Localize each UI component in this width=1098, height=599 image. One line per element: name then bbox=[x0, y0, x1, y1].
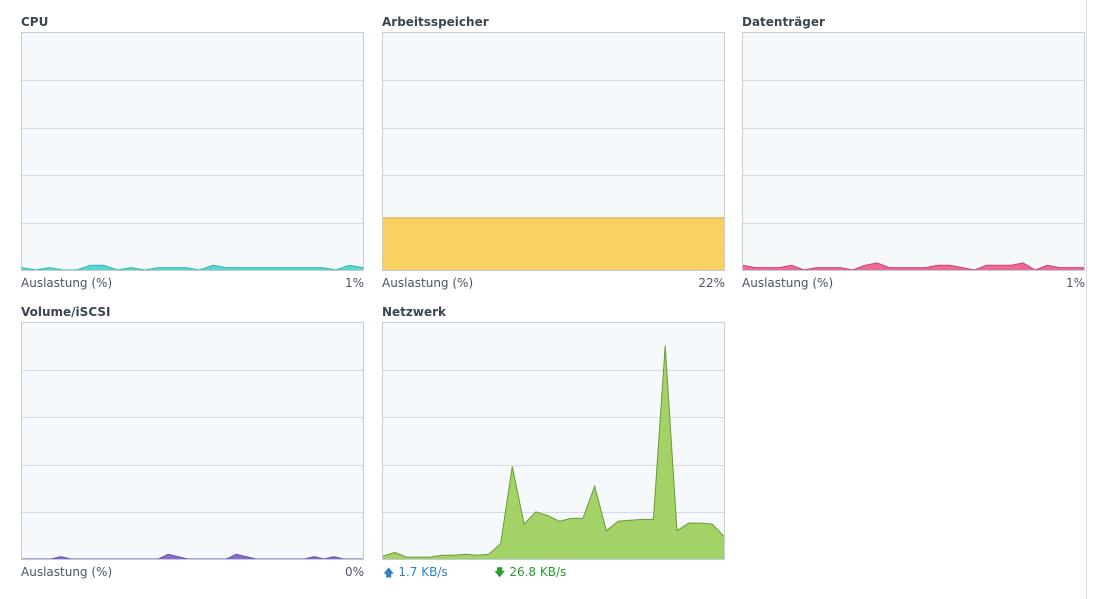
cpu-chart bbox=[21, 32, 364, 271]
window-border bbox=[1086, 0, 1087, 599]
cpu-chart-svg bbox=[22, 80, 363, 270]
disk-usage-value: 1% bbox=[1065, 276, 1085, 290]
cpu-widget: CPU Auslastung (%) 1% bbox=[21, 14, 364, 291]
disk-chart-svg bbox=[743, 80, 1084, 270]
memory-widget: Arbeitsspeicher Auslastung (%) 22% bbox=[382, 14, 725, 291]
memory-chart bbox=[382, 32, 725, 271]
cpu-title: CPU bbox=[21, 15, 49, 29]
network-widget: Netzwerk 🡅 1.7 KB/s 🡇 26.8 KB/s bbox=[382, 304, 725, 580]
network-chart bbox=[382, 322, 725, 560]
volume-chart-svg bbox=[22, 370, 363, 559]
volume-footer: Auslastung (%) 0% bbox=[21, 564, 364, 580]
upload-arrow-icon: 🡅 bbox=[383, 566, 395, 579]
network-area bbox=[383, 345, 724, 559]
volume-usage-label: Auslastung (%) bbox=[21, 565, 113, 579]
disk-line bbox=[743, 262, 1084, 270]
network-line bbox=[383, 345, 724, 558]
disk-widget: Datenträger Auslastung (%) 1% bbox=[742, 14, 1085, 291]
volume-area bbox=[22, 554, 363, 559]
download-arrow-icon: 🡇 bbox=[494, 566, 506, 579]
volume-widget: Volume/iSCSI Auslastung (%) 0% bbox=[21, 304, 364, 580]
network-footer: 🡅 1.7 KB/s 🡇 26.8 KB/s bbox=[382, 564, 725, 580]
memory-title: Arbeitsspeicher bbox=[382, 15, 489, 29]
network-download-value: 26.8 KB/s bbox=[509, 565, 567, 579]
volume-usage-value: 0% bbox=[344, 565, 364, 579]
network-upload-value: 1.7 KB/s bbox=[398, 565, 448, 579]
disk-usage-label: Auslastung (%) bbox=[742, 276, 834, 290]
network-download: 🡇 26.8 KB/s bbox=[494, 564, 566, 581]
cpu-footer: Auslastung (%) 1% bbox=[21, 275, 364, 291]
cpu-line bbox=[22, 264, 363, 270]
disk-chart bbox=[742, 32, 1085, 271]
volume-line bbox=[22, 553, 363, 559]
memory-footer: Auslastung (%) 22% bbox=[382, 275, 725, 291]
memory-usage-value: 22% bbox=[698, 276, 725, 290]
network-upload: 🡅 1.7 KB/s bbox=[383, 564, 448, 581]
network-title: Netzwerk bbox=[382, 305, 447, 319]
memory-usage-label: Auslastung (%) bbox=[382, 276, 474, 290]
cpu-usage-label: Auslastung (%) bbox=[21, 276, 113, 290]
disk-title: Datenträger bbox=[742, 15, 825, 29]
disk-area bbox=[743, 262, 1084, 270]
cpu-usage-value: 1% bbox=[344, 276, 364, 290]
memory-area bbox=[383, 217, 724, 270]
volume-title: Volume/iSCSI bbox=[21, 305, 111, 319]
disk-footer: Auslastung (%) 1% bbox=[742, 275, 1085, 291]
memory-chart-svg bbox=[383, 80, 724, 270]
volume-chart bbox=[21, 322, 364, 560]
cpu-area bbox=[22, 265, 363, 270]
network-chart-svg bbox=[383, 345, 724, 559]
